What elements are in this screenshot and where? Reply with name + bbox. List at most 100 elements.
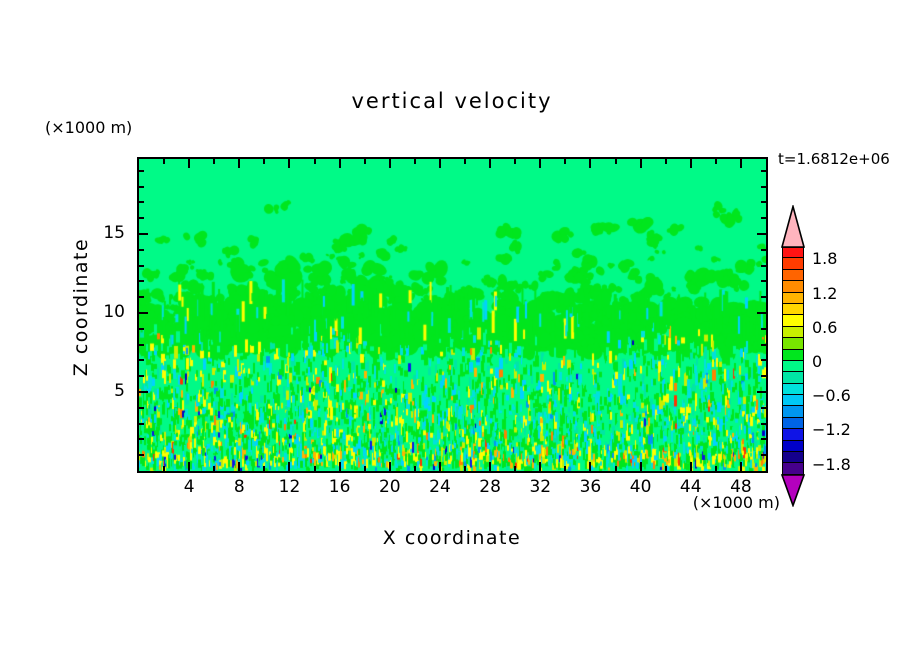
colorbar-segment	[782, 360, 804, 373]
y-major-tick	[139, 391, 148, 393]
colorbar-segment	[782, 247, 804, 259]
y-major-tick	[757, 391, 766, 393]
y-minor-tick	[761, 327, 766, 330]
x-minor-tick	[564, 159, 567, 164]
x-major-tick	[188, 462, 191, 471]
colorbar-segment	[782, 338, 804, 350]
y-minor-tick	[761, 264, 766, 267]
y-minor-tick	[139, 185, 144, 188]
y-minor-tick	[761, 217, 766, 220]
x-major-tick	[438, 462, 441, 471]
y-minor-tick	[761, 248, 766, 251]
colorbar-segment	[782, 292, 804, 304]
colorbar-tick-label: −0.6	[812, 386, 851, 406]
colorbar-segment	[782, 349, 804, 361]
y-minor-tick	[139, 406, 144, 409]
x-tick-label: 48	[730, 477, 752, 497]
colorbar-segment	[782, 303, 804, 316]
x-major-tick	[489, 159, 492, 168]
x-minor-tick	[313, 466, 316, 471]
y-minor-tick	[139, 201, 144, 204]
y-minor-tick	[139, 264, 144, 267]
colorbar-segment	[782, 258, 804, 270]
x-minor-tick	[213, 466, 216, 471]
plot-frame	[137, 157, 768, 473]
colorbar-segment	[782, 429, 804, 441]
x-major-tick	[589, 462, 592, 471]
y-minor-tick	[761, 280, 766, 283]
x-minor-tick	[163, 159, 166, 164]
colorbar-segment	[782, 315, 804, 327]
x-major-tick	[238, 159, 241, 168]
colorbar-tick-label: 1.8	[812, 249, 838, 269]
x-minor-tick	[263, 466, 266, 471]
x-minor-tick	[714, 466, 717, 471]
x-major-tick	[639, 159, 642, 168]
x-tick-label: 12	[278, 477, 301, 497]
x-major-tick	[288, 159, 291, 168]
x-minor-tick	[413, 159, 416, 164]
colorbar-over-arrow	[780, 205, 806, 248]
colorbar-segment	[782, 372, 804, 384]
y-minor-tick	[139, 296, 144, 299]
y-minor-tick	[761, 406, 766, 409]
colorbar-segment	[782, 440, 804, 453]
colorbar-tick-label: 0	[812, 352, 823, 371]
x-minor-tick	[664, 466, 667, 471]
x-major-tick	[689, 462, 692, 471]
colorbar-tick-label: −1.2	[812, 420, 851, 440]
x-minor-tick	[664, 159, 667, 164]
colorbar-segment	[782, 269, 804, 282]
x-tick-label: 24	[429, 477, 451, 497]
x-minor-tick	[614, 466, 617, 471]
x-axis-unit-label: (×1000 m)	[692, 493, 780, 512]
x-minor-tick	[263, 159, 266, 164]
colorbar-tick-label: 0.6	[812, 317, 838, 337]
y-minor-tick	[761, 343, 766, 346]
x-major-tick	[689, 159, 692, 168]
x-major-tick	[288, 462, 291, 471]
y-tick-label: 15	[103, 223, 125, 244]
x-major-tick	[388, 462, 391, 471]
time-annotation: t=1.6812e+06	[778, 150, 890, 168]
y-minor-tick	[139, 169, 144, 172]
x-tick-label: 44	[679, 477, 702, 497]
x-minor-tick	[614, 159, 617, 164]
x-tick-label: 32	[529, 477, 552, 497]
x-major-tick	[739, 159, 742, 168]
y-minor-tick	[139, 359, 144, 362]
x-major-tick	[238, 462, 241, 471]
x-minor-tick	[514, 466, 517, 471]
x-minor-tick	[514, 159, 517, 164]
y-minor-tick	[139, 248, 144, 251]
y-minor-tick	[139, 375, 144, 378]
x-minor-tick	[363, 159, 366, 164]
x-tick-label: 36	[579, 477, 602, 497]
x-minor-tick	[464, 159, 467, 164]
x-minor-tick	[413, 466, 416, 471]
y-minor-tick	[761, 201, 766, 204]
y-major-tick	[757, 312, 766, 315]
colorbar-segment	[782, 383, 804, 396]
colorbar-segment	[782, 452, 804, 464]
y-minor-tick	[139, 422, 144, 425]
y-tick-label: 5	[114, 381, 125, 401]
y-major-tick	[757, 233, 766, 236]
x-major-tick	[388, 159, 391, 168]
y-minor-tick	[761, 438, 766, 441]
x-minor-tick	[363, 466, 366, 471]
x-tick-label: 20	[378, 477, 401, 497]
x-minor-tick	[213, 159, 216, 164]
y-minor-tick	[139, 454, 144, 457]
x-tick-label: 40	[629, 477, 652, 497]
x-tick-label: 16	[328, 477, 351, 497]
y-minor-tick	[139, 438, 144, 441]
x-minor-tick	[564, 466, 567, 471]
x-minor-tick	[163, 466, 166, 471]
plot-title: vertical velocity	[351, 89, 553, 113]
x-tick-label: 28	[479, 477, 501, 497]
colorbar-segment	[782, 281, 804, 293]
y-minor-tick	[761, 296, 766, 299]
y-minor-tick	[139, 327, 144, 330]
colorbar-tick-label: 1.2	[812, 283, 838, 303]
